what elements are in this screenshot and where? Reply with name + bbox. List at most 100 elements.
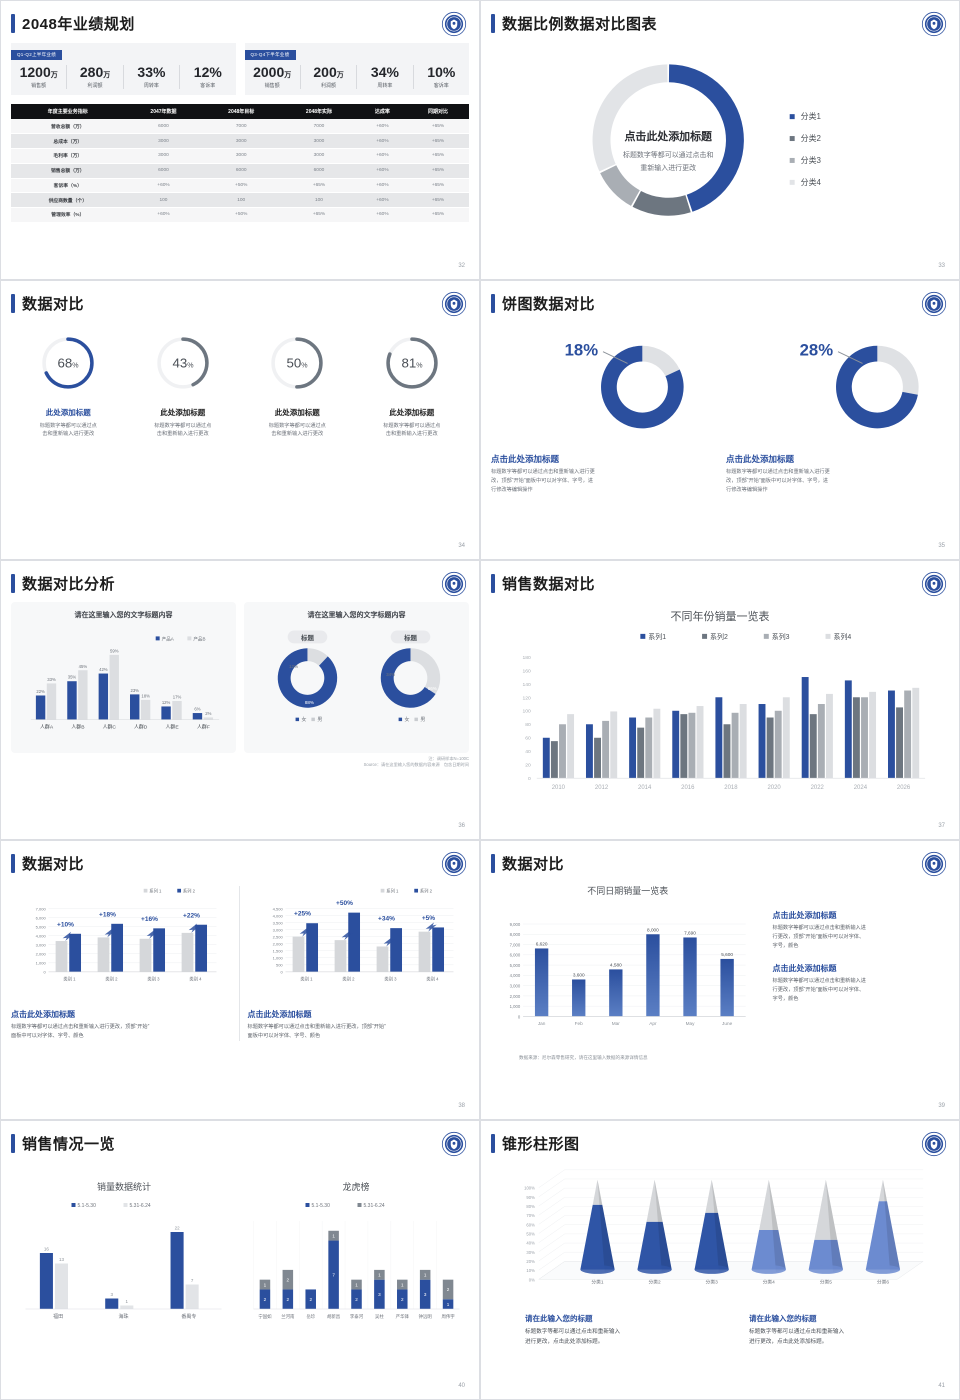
company-logo-icon (441, 291, 467, 317)
company-logo-icon (441, 11, 467, 37)
performance-table: 年度主要业务指标 2047年数据 2048年目标 2048年实际 达成率 同期对… (11, 104, 469, 223)
table-header-cell: 2048年实际 (280, 104, 358, 120)
table-cell: +65% (406, 119, 469, 135)
svg-text:女: 女 (405, 716, 410, 723)
page-title: 2048年业绩规划 (22, 16, 135, 33)
accent-bar-icon (491, 14, 495, 33)
monthly-sales-bar-chart: 0 1,000 2,000 3,000 4,000 5,000 6,000 7,000 8,00… (510, 922, 746, 1026)
svg-text:7: 7 (332, 1273, 335, 1278)
slide-header: 数据比例数据对比图表 (491, 9, 949, 34)
donut-chart-card: 请在这里输入您的文字标题内容 标题 12% 88% 女 男 标题 34% 66% 女 男 (244, 602, 469, 753)
svg-text:2026: 2026 (897, 785, 911, 791)
svg-text:5.31-6.24: 5.31-6.24 (364, 1203, 385, 1209)
table-cell: 7000 (280, 119, 358, 135)
table-row: 销售总额（万） 6000 6000 6000 +60% +65% (11, 163, 469, 179)
svg-text:1: 1 (401, 1282, 404, 1287)
svg-text:0: 0 (518, 1014, 521, 1019)
svg-text:2022: 2022 (811, 785, 825, 791)
table-cell: 3000 (202, 133, 281, 149)
svg-text:标题: 标题 (403, 633, 417, 642)
cone-left-title: 请在此输入您的标题 (525, 1314, 593, 1323)
svg-text:3: 3 (424, 1292, 427, 1297)
donut-chart-categories: 点击此处添加标题 标题数字等都可以通过点击和 重新输入进行更改 分类1分类2分类… (592, 64, 822, 216)
pie-right-title: 点击此处添加标题 (726, 454, 795, 464)
page-title: 数据对比 (502, 856, 565, 873)
svg-text:钟远明: 钟远明 (419, 1313, 433, 1320)
svg-text:3: 3 (378, 1292, 381, 1297)
svg-text:分类2: 分类2 (801, 133, 822, 143)
svg-text:140: 140 (523, 682, 532, 688)
svg-text:分类3: 分类3 (706, 1278, 719, 1285)
donut-center-desc-1: 标题数字等都可以通过点击和 (623, 150, 713, 159)
table-cell: +65% (280, 207, 358, 223)
growth-right-desc: 标题数字等都可以通过点击和重新输入进行更改，顶部“开始” 面板中可以对字体、字号、… (247, 1024, 386, 1040)
table-row: 客诉率（%） +60% +50% +65% +60% +65% (11, 178, 469, 194)
accent-bar-icon (491, 574, 495, 593)
chart-title-right: 龙虎榜 (342, 1182, 370, 1192)
slide-38: 数据对比 0 1,000 2,000 3,000 4,000 5,000 6,000 7,00… (0, 840, 480, 1120)
pie-block-right: 28% 点击此处添加标题 标题数字等都可以通过点击和重新输入进行更 改，顶部“开… (726, 322, 949, 495)
svg-text:1: 1 (126, 1299, 129, 1304)
kpi-unit: 万 (336, 72, 344, 79)
svg-text:6%: 6% (194, 707, 200, 712)
slide-header: 饼图数据对比 (491, 289, 949, 314)
svg-text:4,500: 4,500 (272, 906, 283, 911)
slide-34: 数据对比 68% 此处添加标题 标题数字等都可以通过点 击和重新输入进行更改 43% 此处… (0, 280, 480, 560)
kpi-card-h1: Q1-Q2上半年业绩 1200万 销售额 280万 利润额 33% 周转率 (11, 43, 236, 96)
svg-text:1: 1 (378, 1273, 381, 1278)
donut-center-title: 点击此处添加标题 (624, 129, 712, 143)
svg-text:人群D: 人群D (134, 724, 148, 731)
table-cell: +60% (357, 178, 407, 194)
gauge-title: 此处添加标题 (45, 408, 91, 417)
svg-text:45%: 45% (79, 664, 88, 669)
table-cell: 营收总额（万） (11, 119, 125, 135)
table-cell: +65% (406, 192, 469, 209)
monthly-desc-2: 标题数字等都可以通过点击和重新输入进 行更改，顶部“开始”面板中可以对字体、 字号，… (772, 978, 866, 1003)
table-cell: +60% (357, 207, 407, 223)
svg-text:女: 女 (302, 716, 307, 723)
svg-text:3,500: 3,500 (272, 920, 283, 925)
slide-header: 锥形柱形图 (491, 1129, 949, 1154)
gauge-title: 此处添加标题 (160, 408, 206, 417)
gauge-ring: 68% (42, 337, 94, 389)
ranking-block: 龙虎榜 5.1-5.30 5.31-6.24 2 1 宁国如 2 2 兰河南 2 岳珍 7 1 胡新昌 2… (243, 1180, 469, 1348)
svg-text:5.1-5.30: 5.1-5.30 (78, 1203, 97, 1209)
ranking-stacked-bar-chart: 5.1-5.30 5.31-6.24 2 1 宁国如 2 2 兰河南 2 岳珍 7 1 胡新昌 2 1 李泰河… (253, 1203, 460, 1320)
svg-text:5.1-5.30: 5.1-5.30 (312, 1203, 331, 1209)
svg-text:严华锋: 严华锋 (396, 1313, 410, 1320)
kpi-unit: 万 (103, 72, 111, 79)
svg-text:海珠: 海珠 (118, 1313, 128, 1320)
svg-text:宁国如: 宁国如 (258, 1313, 272, 1320)
svg-text:80: 80 (525, 722, 531, 728)
grouped-bar-chart: 22% 33% 人群A 35% 45% 人群B 42% 59% 人群C 23%18% 人群D 12%1… (30, 635, 220, 731)
pie-right-desc: 标题数字等都可以通过点击和重新输入进行更 改，顶部“开始”面板中可以对字体、字号… (726, 469, 830, 493)
page-title: 数据对比 (22, 856, 85, 873)
svg-text:100: 100 (523, 709, 532, 715)
table-cell: +60% (357, 148, 407, 164)
monthly-desc-1: 标题数字等都可以通过点击和重新输入进 行更改，顶部“开始”面板中可以对字体、 字号，… (772, 925, 866, 950)
gauge-item: 68% 此处添加标题标题数字等都可以通过点 击和重新输入进行更改 (13, 332, 123, 438)
company-logo-icon (921, 11, 947, 37)
svg-text:系列3: 系列3 (772, 632, 790, 641)
svg-text:20: 20 (525, 763, 531, 769)
accent-bar-icon (11, 574, 15, 593)
accent-bar-icon (11, 1134, 15, 1153)
gauge-desc: 标题数字等都可以通过点 击和重新输入进行更改 (383, 423, 441, 438)
svg-text:人群A: 人群A (40, 724, 54, 731)
kpi-label: 销售额 (31, 83, 47, 90)
svg-text:人群C: 人群C (103, 724, 117, 731)
growth-block-left: 0 1,000 2,000 3,000 4,000 5,000 6,000 7,000 类别 1… (11, 886, 240, 1042)
page-number: 32 (458, 263, 465, 269)
svg-text:类别 2: 类别 2 (105, 975, 118, 982)
gauge-desc: 标题数字等都可以通过点 击和重新输入进行更改 (39, 423, 97, 438)
table-header-row: 年度主要业务指标 2047年数据 2048年目标 2048年实际 达成率 同期对… (11, 104, 469, 120)
svg-text:分类3: 分类3 (801, 155, 822, 165)
svg-text:35%: 35% (68, 675, 77, 680)
svg-text:2020: 2020 (767, 785, 781, 791)
cone-right-title: 请在此输入您的标题 (749, 1314, 817, 1323)
table-row: 总成本（万） 3000 3000 3000 +60% +65% (11, 133, 469, 149)
kpi-value: 34% (370, 64, 399, 80)
svg-text:60: 60 (525, 736, 531, 742)
kpi-label: 利润额 (321, 83, 337, 90)
svg-text:5,000: 5,000 (36, 924, 47, 929)
